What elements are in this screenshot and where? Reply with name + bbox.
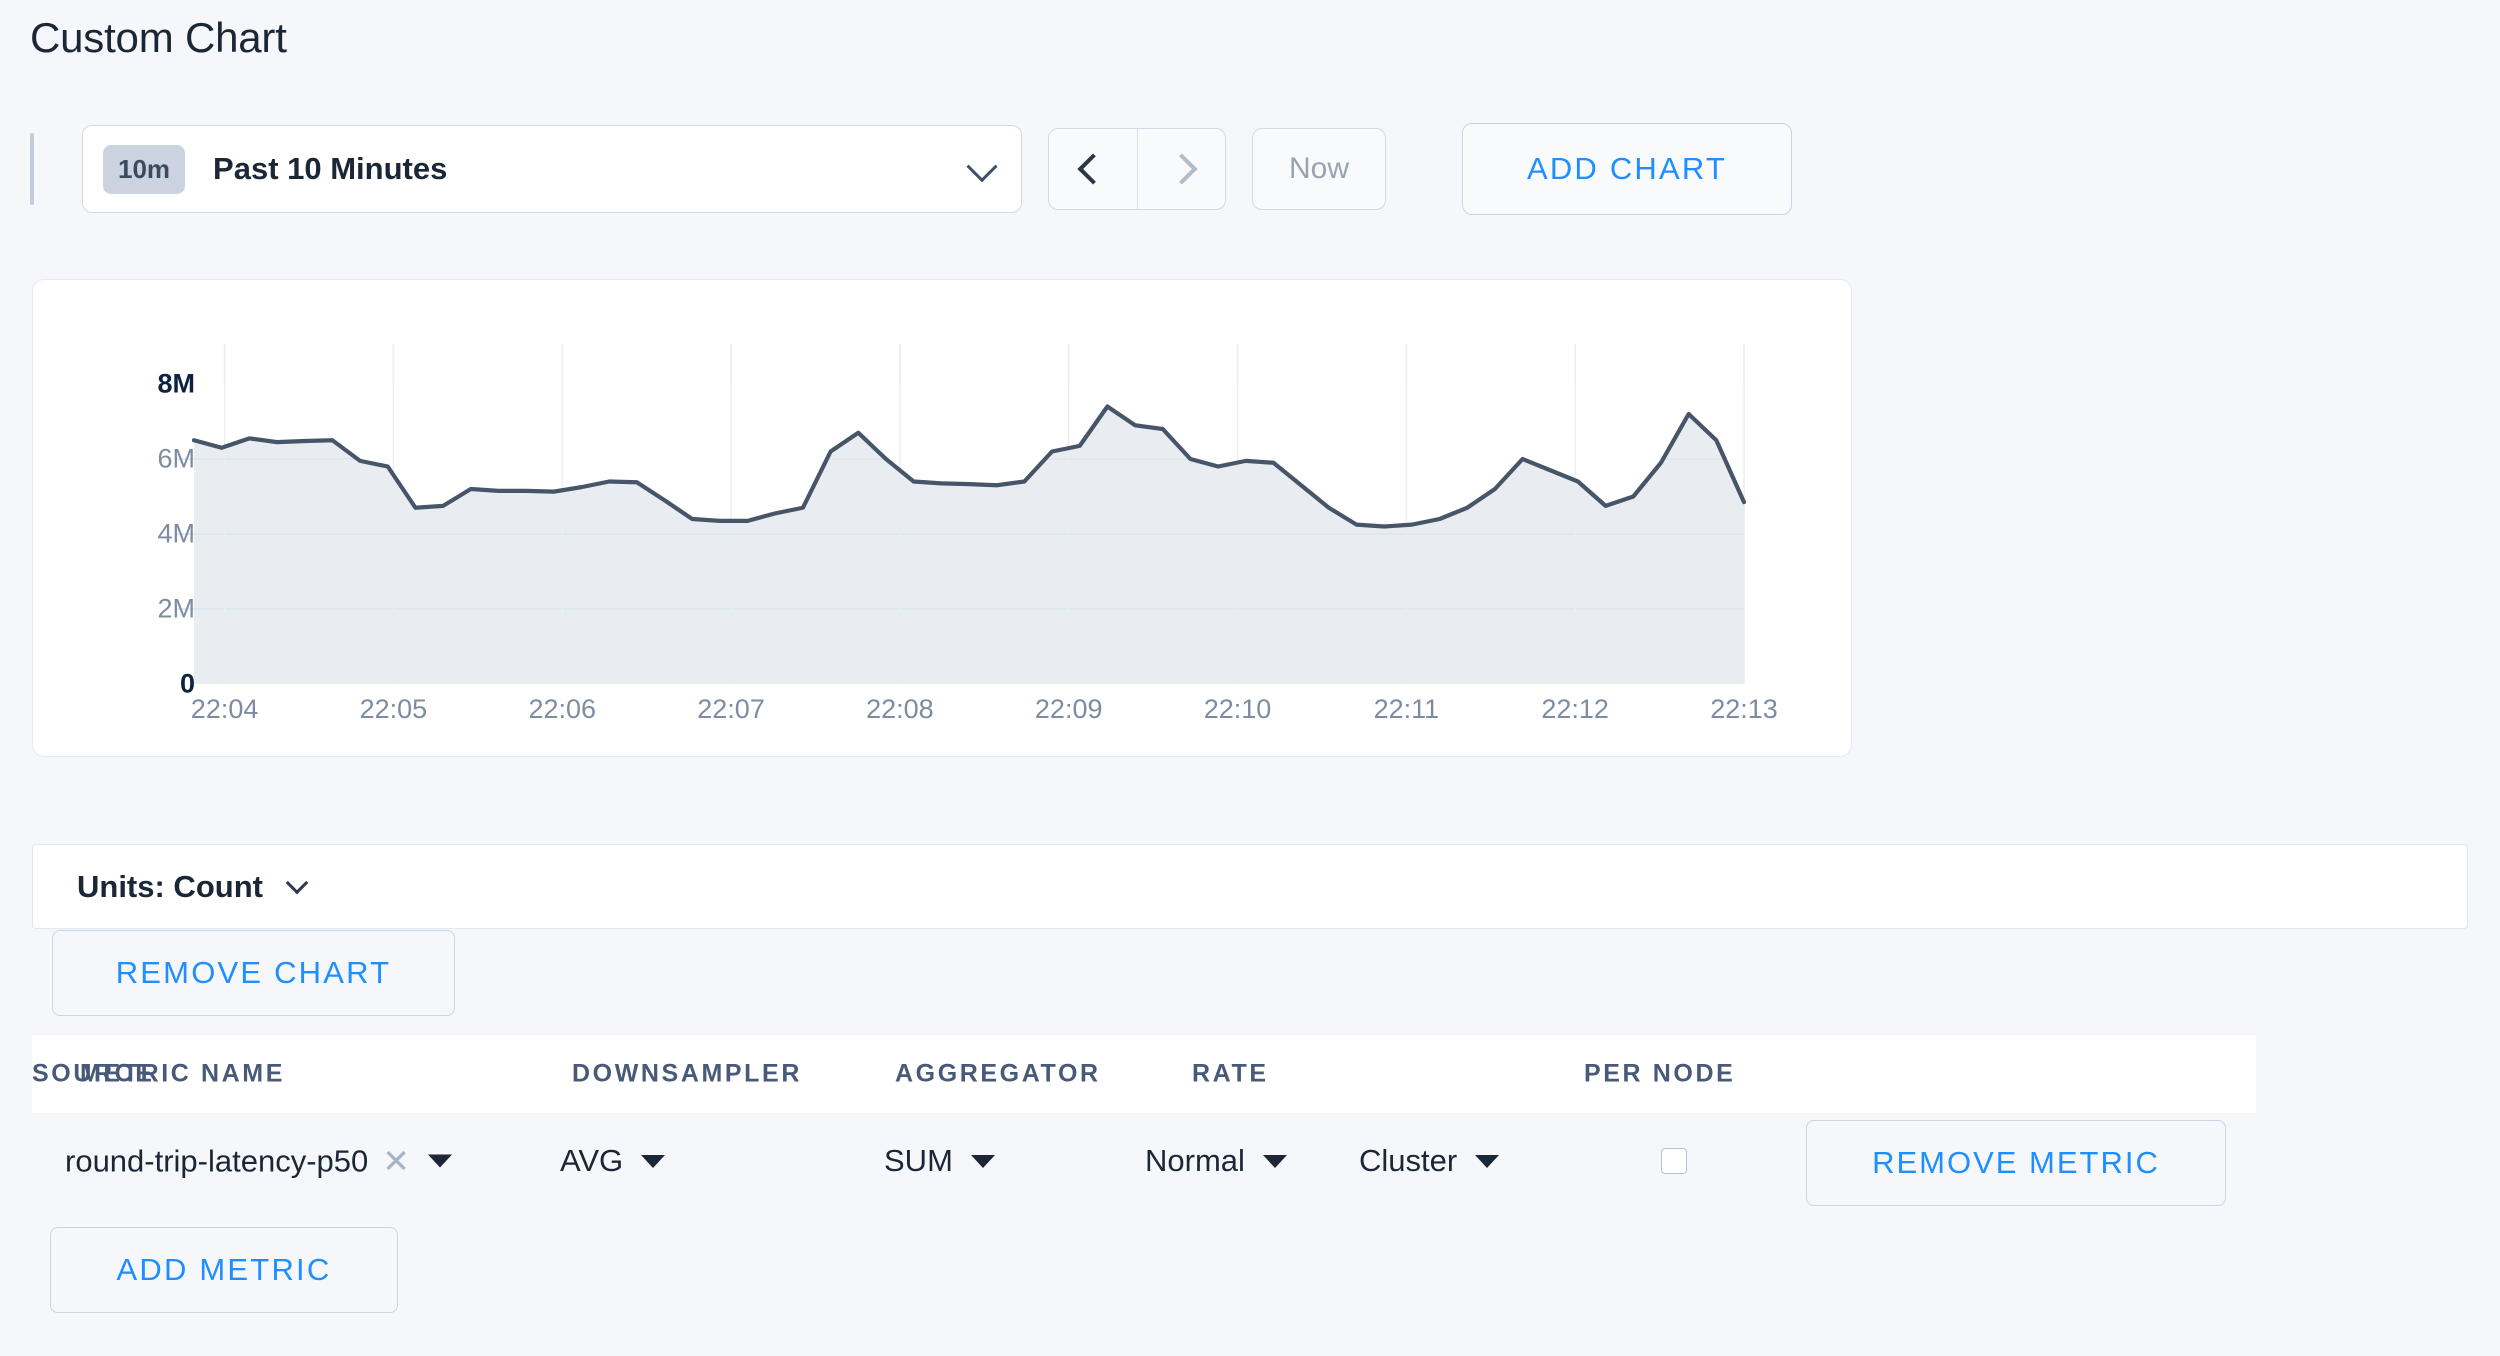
x-tick-label: 22:13 (1710, 694, 1778, 724)
downsampler-select[interactable]: AVG (560, 1143, 666, 1179)
y-tick-label: 4M (157, 518, 195, 549)
table-row: round-trip-latency-p50 ✕ AVG SUM Normal … (32, 1113, 2256, 1209)
downsampler-value: AVG (560, 1143, 624, 1178)
prev-time-button[interactable] (1049, 129, 1137, 209)
column-header-rate: RATE (1192, 1059, 1269, 1088)
rate-select[interactable]: Normal (1145, 1143, 1287, 1179)
y-tick-label: 2M (157, 593, 195, 624)
y-tick-label: 0 (179, 668, 195, 699)
x-tick-label: 22:09 (1034, 694, 1103, 724)
x-tick-label: 22:12 (1541, 694, 1609, 724)
page-title: Custom Chart (30, 14, 287, 61)
per-node-checkbox[interactable] (1661, 1148, 1687, 1174)
chevron-left-icon (1077, 153, 1109, 185)
source-select[interactable]: Cluster (1359, 1143, 1500, 1179)
time-range-badge: 10m (103, 144, 186, 194)
time-range-label: Past 10 Minutes (213, 151, 448, 186)
units-select[interactable]: Units: Count (32, 844, 2468, 929)
chart-svg (176, 344, 1747, 684)
x-tick-label: 22:10 (1203, 694, 1272, 724)
per-node-checkbox-cell[interactable] (1661, 1148, 1687, 1174)
caret-down-icon (970, 1154, 995, 1168)
metrics-table-header: METRIC NAME DOWNSAMPLER AGGREGATOR RATE … (32, 1035, 2256, 1113)
aggregator-select[interactable]: SUM (884, 1143, 995, 1179)
clear-metric-icon[interactable]: ✕ (382, 1142, 410, 1180)
now-button[interactable]: Now (1252, 128, 1386, 210)
y-axis-labels: 8M 6M 4M 2M 0 (133, 280, 195, 758)
column-header-source: SOURCE (32, 1059, 155, 1088)
toolbar-accent-bar (30, 133, 34, 205)
chart-card: 8M 6M 4M 2M 0 22:04 22:05 22:06 22:07 22:08 22:09… (32, 279, 1852, 757)
time-range-select[interactable]: 10m Past 10 Minutes (82, 125, 1022, 213)
y-tick-label: 6M (157, 443, 195, 474)
y-tick-label: 8M (157, 368, 195, 399)
units-label: Units: Count (77, 868, 263, 904)
chevron-right-icon (1165, 153, 1198, 185)
remove-chart-button[interactable]: REMOVE CHART (52, 930, 455, 1016)
rate-value: Normal (1145, 1143, 1245, 1178)
toolbar: 10m Past 10 Minutes Now ADD CHART (30, 123, 1792, 215)
column-header-downsampler: DOWNSAMPLER (572, 1059, 802, 1088)
column-header-per-node: PER NODE (1584, 1059, 1736, 1088)
metric-name-select[interactable]: round-trip-latency-p50 ✕ (65, 1142, 452, 1181)
x-tick-label: 22:06 (528, 694, 597, 724)
caret-down-icon (1262, 1154, 1287, 1168)
time-nav-group (1048, 128, 1226, 210)
caret-down-icon (1475, 1154, 1500, 1168)
x-tick-label: 22:11 (1373, 694, 1440, 724)
add-chart-button[interactable]: ADD CHART (1462, 123, 1792, 215)
chevron-down-icon (966, 151, 998, 183)
chevron-down-icon (285, 871, 309, 894)
column-header-aggregator: AGGREGATOR (895, 1059, 1101, 1088)
remove-metric-button[interactable]: REMOVE METRIC (1806, 1120, 2226, 1206)
x-tick-label: 22:04 (190, 694, 259, 724)
chart-plot[interactable] (33, 280, 1851, 756)
source-value: Cluster (1359, 1143, 1458, 1178)
metric-name-value: round-trip-latency-p50 (65, 1143, 369, 1178)
x-tick-label: 22:05 (359, 694, 428, 724)
caret-down-icon (641, 1154, 666, 1168)
x-tick-label: 22:08 (866, 694, 934, 724)
x-tick-label: 22:07 (697, 694, 765, 724)
x-axis-labels: 22:04 22:05 22:06 22:07 22:08 22:09 22:10 22:11… (33, 694, 1853, 754)
next-time-button[interactable] (1137, 129, 1225, 209)
add-metric-button[interactable]: ADD METRIC (50, 1227, 398, 1313)
caret-down-icon (427, 1154, 452, 1168)
aggregator-value: SUM (884, 1143, 953, 1178)
column-header-metric-name: METRIC NAME (80, 1059, 285, 1088)
